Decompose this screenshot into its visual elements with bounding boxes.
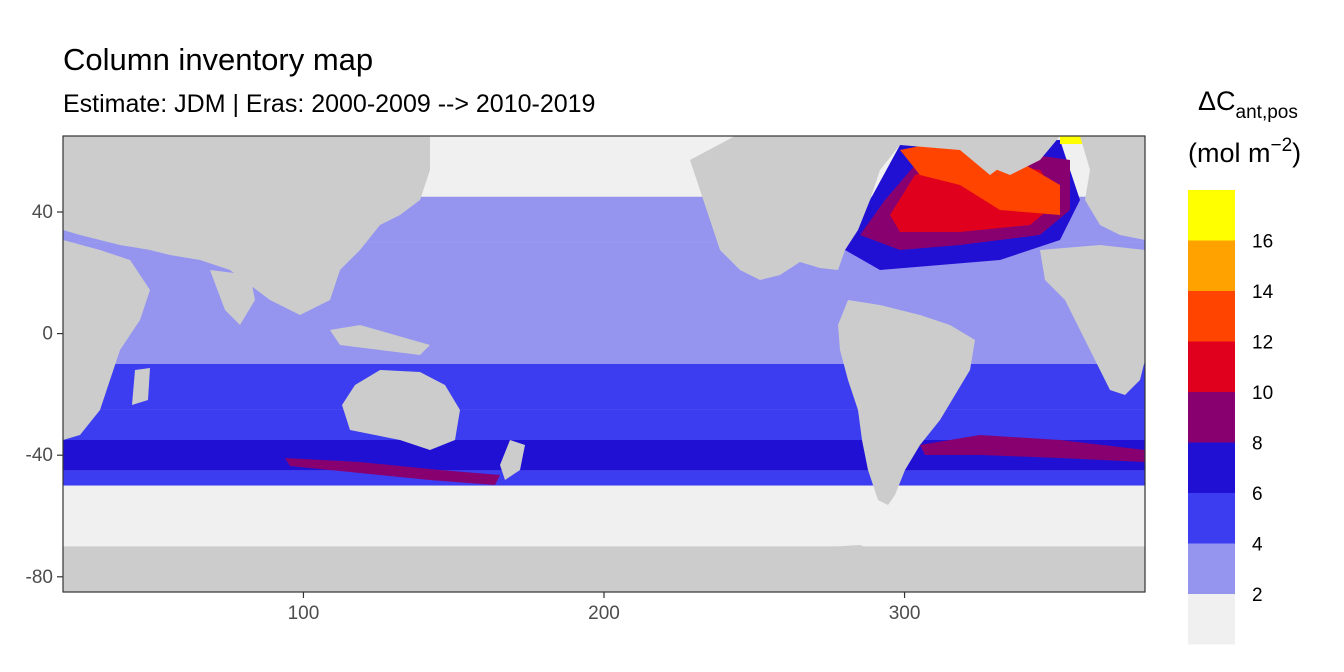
ocean-band-3 xyxy=(63,364,1145,410)
ocean-band-4 xyxy=(63,409,1145,440)
legend-label: 16 xyxy=(1252,232,1273,253)
land-south-america xyxy=(838,300,975,505)
land-australia xyxy=(342,370,460,450)
y-tick-label: -80 xyxy=(26,567,53,588)
legend-unit-close: ) xyxy=(1292,138,1301,168)
legend-title: ΔCant,pos xyxy=(1198,86,1298,123)
map-panel xyxy=(63,136,1145,592)
land-europe-east xyxy=(1080,136,1145,240)
legend-label: 10 xyxy=(1252,383,1273,404)
ocean-band-7 xyxy=(63,485,1145,547)
land-new-zealand xyxy=(500,440,525,480)
legend-key-7 xyxy=(1188,240,1235,291)
ocean-band-6 xyxy=(63,470,1145,486)
land-madagascar xyxy=(132,368,150,405)
legend-label: 8 xyxy=(1252,434,1263,455)
legend-label: 4 xyxy=(1252,535,1263,556)
x-tick-label: 300 xyxy=(889,603,921,624)
land-africa-west xyxy=(63,240,150,440)
legend-unit-open: (mol m xyxy=(1188,138,1271,168)
legend-labels: 2 4 6 8 10 12 14 16 xyxy=(1252,232,1274,607)
y-tick-label: 0 xyxy=(42,324,53,345)
legend-key-6 xyxy=(1188,291,1235,342)
legend-label: 12 xyxy=(1252,333,1273,354)
legend-key-2 xyxy=(1188,493,1235,544)
legend-key-1 xyxy=(1188,543,1235,594)
legend-label: 2 xyxy=(1252,585,1263,606)
land-greenland xyxy=(960,136,1060,175)
legend: ΔCant,pos (mol m−2) 2 4 6 8 10 12 14 16 xyxy=(1188,86,1301,645)
chart-subtitle: Estimate: JDM | Eras: 2000-2009 --> 2010… xyxy=(63,90,595,118)
legend-key-8 xyxy=(1188,190,1235,241)
land-indonesia xyxy=(330,325,430,355)
y-tick-label: 40 xyxy=(32,202,53,223)
legend-label: 6 xyxy=(1252,484,1263,505)
chart-title: Column inventory map xyxy=(63,42,373,77)
y-axis: 40 0 -40 -80 xyxy=(26,202,63,588)
legend-key-3 xyxy=(1188,442,1235,493)
hotspot-natl-peak xyxy=(900,140,1060,215)
legend-label: 14 xyxy=(1252,282,1274,303)
legend-color-bar xyxy=(1188,190,1235,645)
land-africa xyxy=(1040,245,1145,395)
legend-key-0 xyxy=(1188,594,1235,645)
legend-title-main: ΔC xyxy=(1198,86,1236,116)
land-north-america xyxy=(690,136,1030,280)
land-masses xyxy=(63,136,1145,592)
hotspot-southern-indian xyxy=(285,458,500,485)
legend-key-5 xyxy=(1188,341,1235,392)
legend-unit-sup: −2 xyxy=(1271,135,1293,156)
x-axis: 100 200 300 xyxy=(288,592,921,624)
legend-unit: (mol m−2) xyxy=(1188,135,1301,168)
x-tick-label: 200 xyxy=(588,603,620,624)
legend-key-4 xyxy=(1188,392,1235,443)
legend-title-sub: ant,pos xyxy=(1236,102,1298,123)
land-antarctica xyxy=(63,545,1145,592)
y-tick-label: -40 xyxy=(26,445,53,466)
land-india xyxy=(210,270,255,325)
hotspot-southern-atlantic xyxy=(920,435,1145,462)
x-tick-label: 100 xyxy=(288,603,320,624)
land-eurasia xyxy=(63,136,430,315)
